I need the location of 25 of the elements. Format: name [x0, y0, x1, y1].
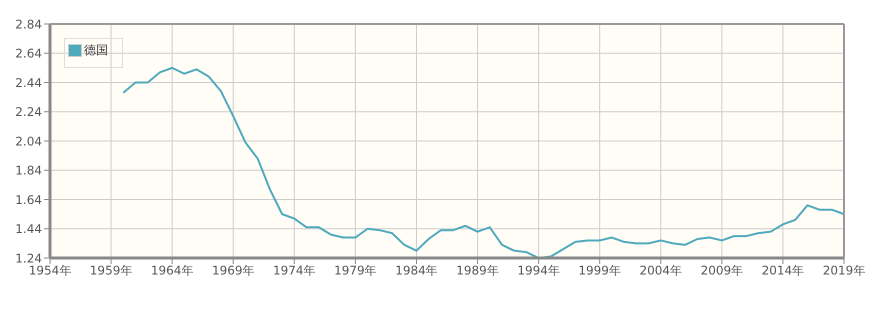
y-tick-label: 2.04 [15, 134, 42, 148]
x-tick-label: 1994年 [517, 264, 560, 278]
x-tick-label: 1984年 [395, 264, 438, 278]
x-tick-label: 1999年 [578, 264, 621, 278]
y-tick-label: 1.64 [15, 192, 42, 207]
x-tick-label: 1959年 [90, 264, 132, 278]
x-tick-label: 1979年 [334, 264, 377, 278]
y-tick-label: 1.84 [15, 164, 42, 178]
y-tick-label: 2.44 [15, 76, 42, 90]
x-tick-label: 2009年 [700, 264, 744, 278]
y-tick-label: 1.44 [15, 222, 42, 236]
y-tick-label: 1.24 [15, 251, 42, 266]
x-tick-label: 1954年 [28, 264, 72, 278]
x-tick-label: 2014年 [762, 264, 804, 278]
y-tick-label: 2.64 [15, 46, 42, 61]
y-tick-label: 2.84 [15, 17, 42, 32]
x-tick-label: 1989年 [456, 264, 499, 278]
x-tick-label: 1969年 [212, 264, 255, 278]
x-tick-label: 1974年 [273, 264, 316, 278]
x-tick-label: 2004年 [639, 264, 682, 278]
legend-label: 德国 [84, 42, 108, 59]
y-tick-label: 2.24 [15, 105, 42, 120]
x-tick-label: 2019年 [822, 264, 866, 278]
x-tick-label: 1964年 [150, 264, 194, 278]
line-series [122, 66, 844, 258]
